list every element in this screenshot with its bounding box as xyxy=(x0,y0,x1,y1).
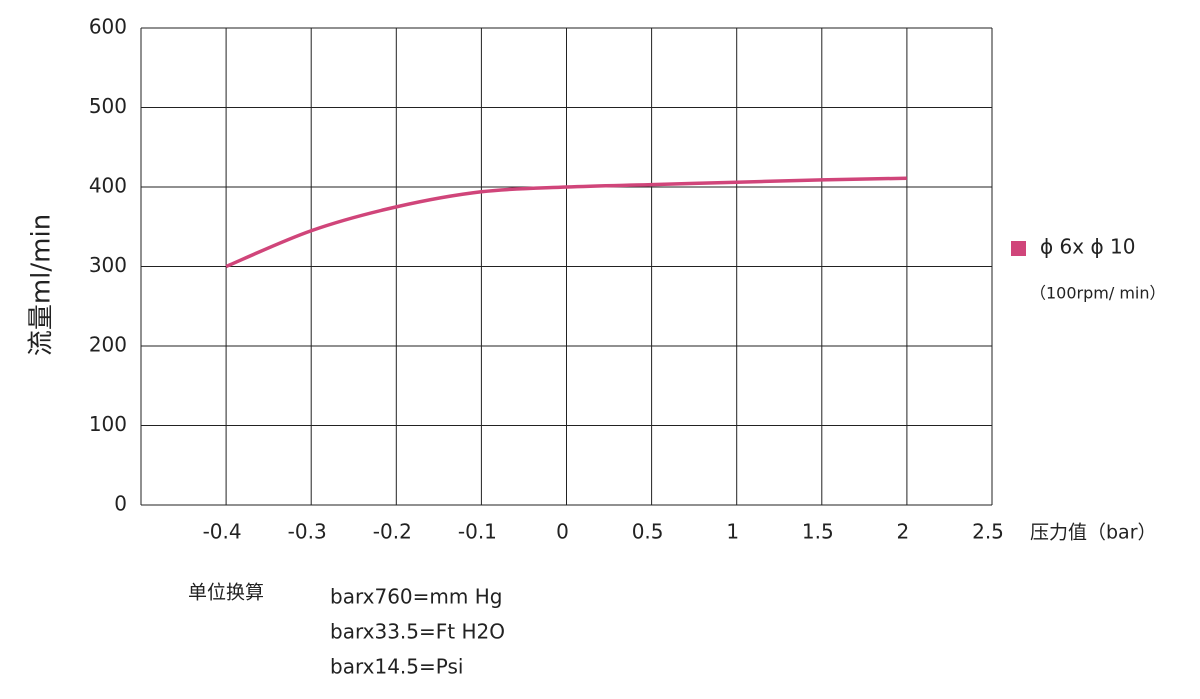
y-tick-label: 200 xyxy=(89,333,127,357)
note: barx760=mm Hg xyxy=(330,585,502,609)
y-tick-label: 100 xyxy=(89,412,127,436)
line xyxy=(225,176,907,269)
legend-swatch xyxy=(1011,241,1026,256)
note: barx33.5=Ft H2O xyxy=(330,620,505,644)
y-tick-label: 0 xyxy=(114,492,127,516)
x-tick-label: 1 xyxy=(726,520,739,544)
x-tick-label: 1.5 xyxy=(802,520,834,544)
x-tick-label: -0.1 xyxy=(458,520,497,544)
x-axis-label: 压力值（bar） xyxy=(1030,522,1157,544)
x-tick-label: 2.5 xyxy=(972,520,1004,544)
y-tick-label: 600 xyxy=(89,15,127,39)
y-tick-label: 300 xyxy=(89,253,127,277)
x-tick-label: -0.3 xyxy=(288,520,327,544)
x-tick-label: -0.2 xyxy=(373,520,412,544)
y-tick-label: 500 xyxy=(89,94,127,118)
notes-title: 单位换算 xyxy=(188,582,264,604)
x-tick-label: -0.4 xyxy=(203,520,242,544)
legend-label: ϕ 6x ϕ 10 xyxy=(1040,235,1135,259)
x-tick-label: 2 xyxy=(897,520,910,544)
x-tick-label: 0 xyxy=(556,520,569,544)
y-axis-label: 流量ml/min xyxy=(27,214,57,356)
x-tick-label: 0.5 xyxy=(632,520,664,544)
legend-subtitle: （100rpm/ min） xyxy=(1030,284,1166,303)
y-tick-label: 400 xyxy=(89,174,127,198)
note: barx14.5=Psi xyxy=(330,655,463,679)
